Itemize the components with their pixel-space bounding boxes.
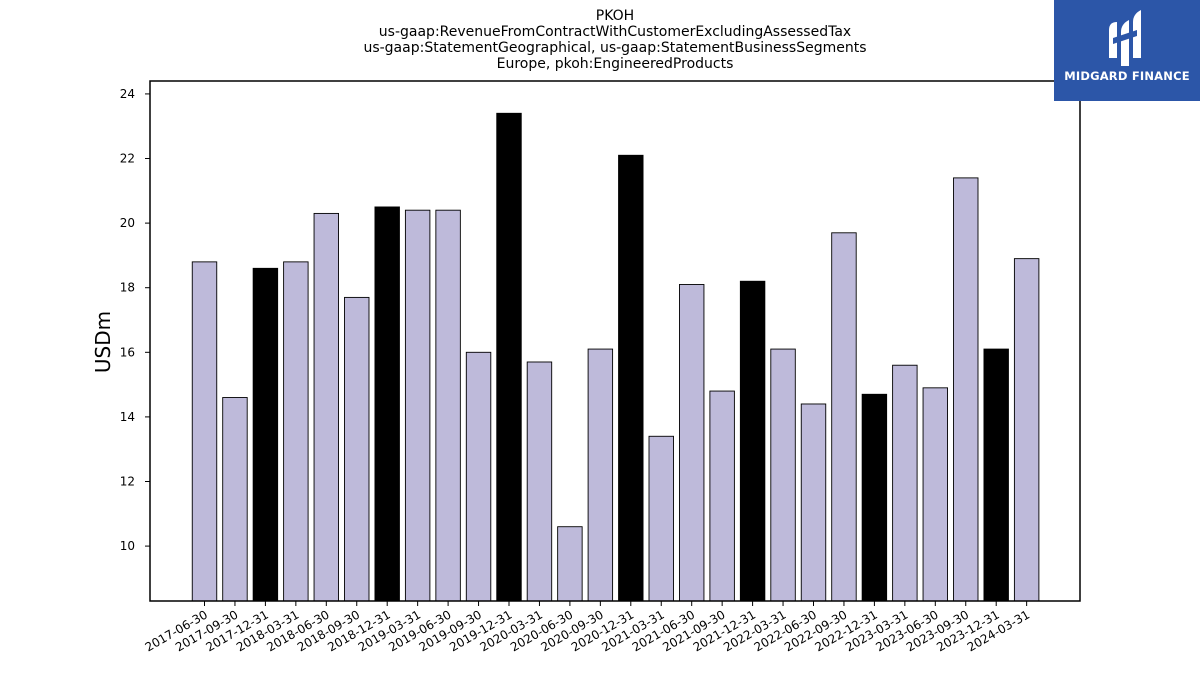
bar — [1013, 258, 1040, 602]
y-tick-label: 22 — [120, 152, 135, 166]
y-tick-label: 20 — [120, 216, 135, 230]
bar — [953, 177, 979, 602]
bar — [191, 261, 218, 602]
y-axis: 10 12 14 16 18 20 22 24 — [120, 87, 150, 553]
bar — [283, 261, 309, 602]
bar — [404, 209, 431, 602]
bar — [922, 387, 948, 602]
chart-title-line: us-gaap:StatementGeographical, us-gaap:S… — [363, 40, 866, 56]
chart-title: PKOHus-gaap:RevenueFromContractWithCusto… — [363, 8, 866, 72]
bar — [374, 206, 400, 602]
y-tick-label: 14 — [120, 410, 135, 424]
chart-title-line: Europe, pkoh:EngineeredProducts — [497, 56, 734, 72]
bar — [679, 284, 705, 602]
y-tick-label: 16 — [120, 345, 135, 359]
bar — [739, 280, 766, 602]
logo-text: MIDGARD FINANCE — [1064, 69, 1190, 83]
bar — [648, 435, 674, 602]
bar — [709, 390, 735, 602]
bar — [587, 348, 614, 602]
y-tick-label: 24 — [120, 87, 135, 101]
bar — [344, 296, 370, 602]
bar — [861, 393, 888, 602]
logo-mark-icon — [1109, 10, 1141, 66]
bar — [770, 348, 796, 602]
y-axis-label: USDm — [91, 311, 115, 373]
bar — [526, 361, 553, 602]
bar — [557, 526, 583, 602]
bar — [983, 348, 1009, 602]
bar — [892, 364, 918, 602]
bar — [435, 209, 461, 602]
bar — [496, 112, 522, 602]
x-axis: 2017-06-302017-09-302017-12-312018-03-31… — [143, 601, 1032, 654]
bar — [313, 212, 339, 602]
bar — [800, 403, 827, 602]
chart-title-line: us-gaap:RevenueFromContractWithCustomerE… — [379, 24, 851, 40]
brand-logo: MIDGARD FINANCE — [1054, 0, 1200, 101]
bar — [618, 154, 644, 602]
chart-title-line: PKOH — [596, 8, 634, 24]
bars — [191, 112, 1040, 602]
bar — [465, 351, 492, 602]
y-tick-label: 10 — [120, 539, 135, 553]
plot-frame — [149, 80, 1081, 602]
bar — [252, 267, 279, 602]
bar — [222, 397, 248, 602]
y-tick-label: 18 — [120, 281, 135, 295]
bar — [831, 232, 857, 602]
y-tick-label: 12 — [120, 474, 135, 488]
